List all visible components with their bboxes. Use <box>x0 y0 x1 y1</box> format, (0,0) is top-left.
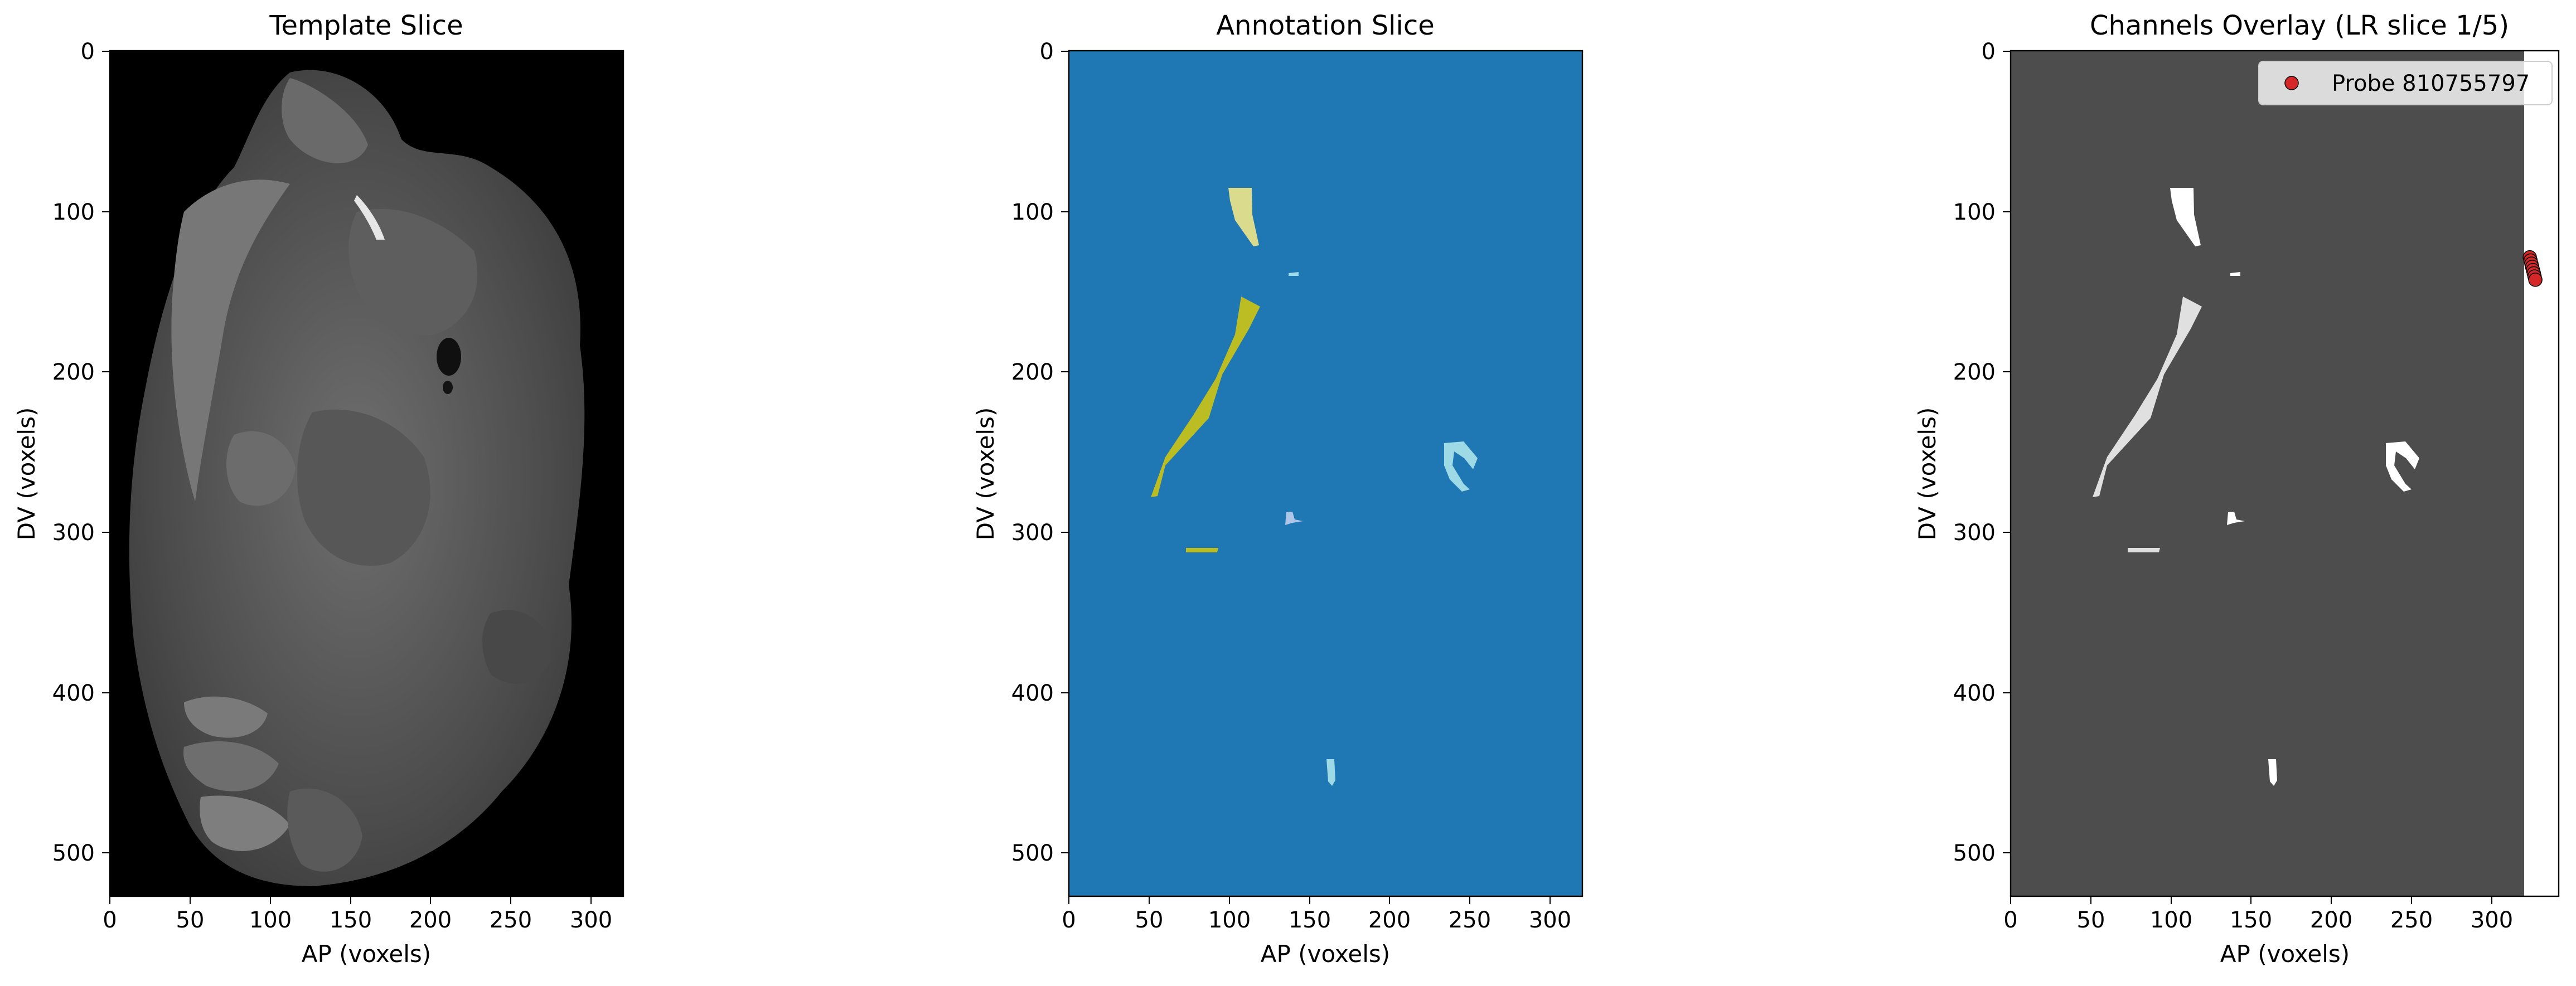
template-ytick-4: 400 <box>52 681 95 706</box>
template-xtick-6: 300 <box>570 907 612 933</box>
annotation-xtick-5: 250 <box>1449 907 1491 933</box>
overlay-ytick-5: 500 <box>1953 841 1996 866</box>
overlay-xtick-0: 0 <box>2003 907 2017 933</box>
annotation-ytick-1: 100 <box>1011 200 1054 225</box>
overlay-xtick-5: 250 <box>2390 907 2433 933</box>
overlay-xtick-6: 300 <box>2471 907 2513 933</box>
template-xtick-4: 200 <box>409 907 452 933</box>
probe-channel-markers <box>2522 250 2543 287</box>
annotation-ylabel: DV (voxels) <box>972 407 999 541</box>
overlay-xtick-4: 200 <box>2310 907 2352 933</box>
overlay-ytick-0: 0 <box>1982 39 1996 65</box>
overlay-xtick-3: 150 <box>2230 907 2272 933</box>
template-x-ticks: 0 50 100 150 200 250 300 <box>103 896 612 933</box>
annotation-ytick-2: 200 <box>1011 360 1054 385</box>
overlay-xlabel: AP (voxels) <box>2220 940 2350 968</box>
annotation-panel: Annotation Slice 0 50 100 <box>972 10 1584 968</box>
template-ytick-0: 0 <box>81 39 95 65</box>
overlay-ylabel: DV (voxels) <box>1914 407 1941 541</box>
template-ytick-1: 100 <box>52 200 95 225</box>
annotation-ytick-3: 300 <box>1011 520 1054 546</box>
annotation-xtick-2: 100 <box>1208 907 1251 933</box>
overlay-panel: Channels Overlay (LR slice 1/5) Probe 81… <box>1914 10 2576 968</box>
annotation-xtick-6: 300 <box>1529 907 1571 933</box>
annotation-x-ticks: 0 50 100 150 200 250 300 <box>1062 896 1571 933</box>
template-image <box>110 51 623 896</box>
template-ylabel: DV (voxels) <box>13 407 40 541</box>
annotation-ytick-4: 400 <box>1011 681 1054 706</box>
overlay-title: Channels Overlay (LR slice 1/5) <box>2090 10 2509 41</box>
overlay-xtick-2: 100 <box>2150 907 2192 933</box>
probe-channel-point <box>2528 273 2543 287</box>
template-ytick-2: 200 <box>52 360 95 385</box>
overlay-ytick-4: 400 <box>1953 681 1996 706</box>
annotation-ytick-5: 500 <box>1011 841 1054 866</box>
overlay-ytick-1: 100 <box>1953 200 1996 225</box>
overlay-legend: Probe 810755797 <box>2258 61 2553 105</box>
overlay-xtick-1: 50 <box>2077 907 2105 933</box>
template-xtick-2: 100 <box>249 907 292 933</box>
overlay-ytick-2: 200 <box>1953 360 1996 385</box>
template-title: Template Slice <box>269 10 463 41</box>
annotation-y-ticks: 0 100 200 300 400 500 <box>1011 39 1069 866</box>
annotation-xtick-4: 200 <box>1368 907 1411 933</box>
overlay-y-ticks: 0 100 200 300 400 500 <box>1953 39 2011 866</box>
overlay-x-ticks: 0 50 100 150 200 250 300 <box>2003 896 2513 933</box>
annotation-xtick-0: 0 <box>1062 907 1076 933</box>
annotation-xtick-1: 50 <box>1135 907 1164 933</box>
annotation-xlabel: AP (voxels) <box>1261 940 1390 968</box>
template-xtick-1: 50 <box>176 907 205 933</box>
annotation-xtick-3: 150 <box>1289 907 1331 933</box>
template-xtick-5: 250 <box>490 907 532 933</box>
template-ytick-5: 500 <box>52 841 95 866</box>
template-ytick-3: 300 <box>52 520 95 546</box>
overlay-image <box>2011 51 2576 896</box>
template-xtick-3: 150 <box>330 907 372 933</box>
template-y-ticks: 0 100 200 300 400 500 <box>52 39 110 866</box>
annotation-image <box>1069 51 1582 896</box>
template-xlabel: AP (voxels) <box>302 940 431 968</box>
legend-probe-label: Probe 810755797 <box>2332 71 2530 96</box>
overlay-ytick-3: 300 <box>1953 520 1996 546</box>
annotation-ytick-0: 0 <box>1040 39 1054 65</box>
template-panel: Template Slice <box>13 10 624 968</box>
template-xtick-0: 0 <box>103 907 117 933</box>
annotation-title: Annotation Slice <box>1216 10 1435 41</box>
legend-probe-marker <box>2284 76 2299 90</box>
